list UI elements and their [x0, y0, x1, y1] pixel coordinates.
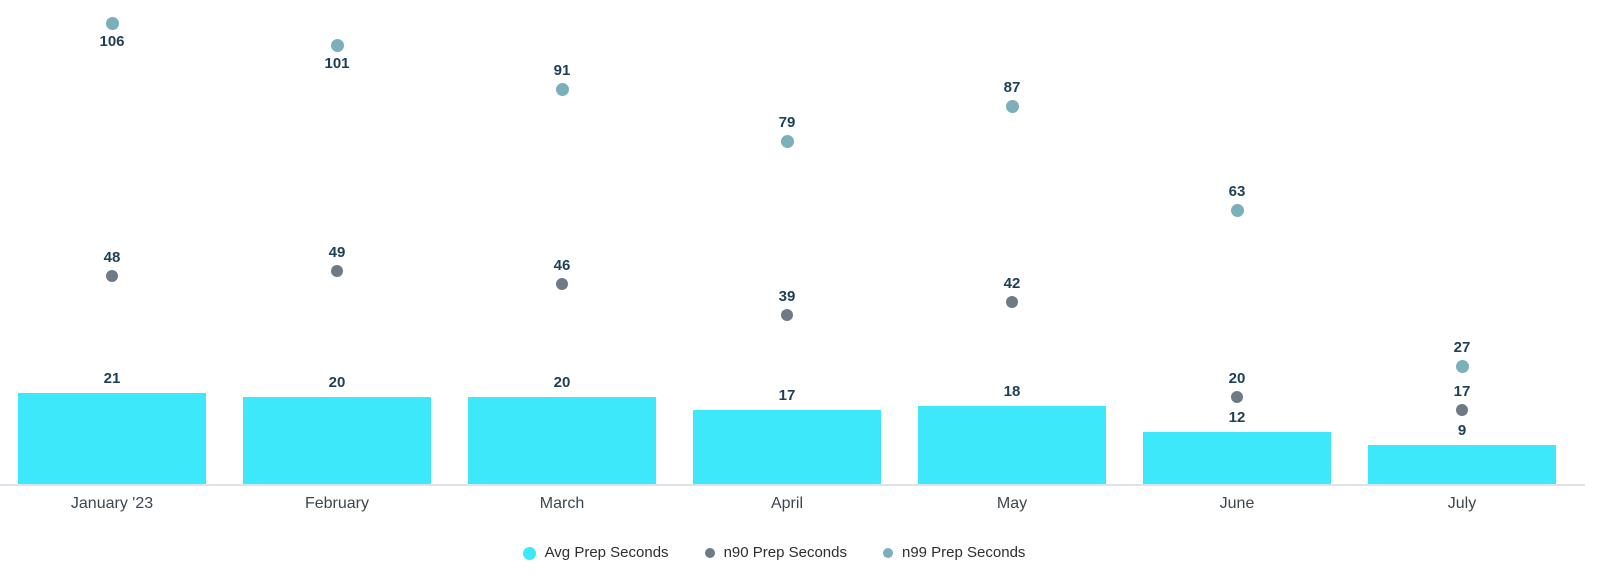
bar-value-label-march: 20: [553, 374, 571, 392]
n90-value-label-may: 42: [1003, 274, 1021, 292]
x-axis-label-march: March: [539, 495, 585, 512]
legend-label-n99-prep-seconds: n99 Prep Seconds: [901, 544, 1026, 561]
n90-dot-may[interactable]: [1006, 295, 1018, 308]
n90-dot-march[interactable]: [556, 278, 568, 291]
bar-value-label-february: 20: [328, 374, 346, 392]
n99-value-label-may: 87: [1003, 78, 1021, 96]
bar-march[interactable]: [468, 397, 656, 484]
legend-swatch-avg-prep-seconds-icon: [522, 546, 536, 560]
n90-value-label-june: 20: [1228, 370, 1246, 388]
chart-legend: Avg Prep Seconds n90 Prep Seconds n99 Prep…: [0, 542, 1600, 564]
bar-february[interactable]: [243, 397, 431, 484]
bar-value-label-january-23: 21: [103, 369, 121, 387]
n90-value-label-july: 17: [1453, 383, 1471, 401]
bar-june[interactable]: [1143, 431, 1331, 484]
n90-value-label-february: 49: [328, 244, 346, 262]
n99-value-label-february: 101: [324, 55, 350, 73]
n99-value-label-june: 63: [1228, 183, 1246, 201]
n99-value-label-january-23: 106: [99, 33, 125, 51]
n99-dot-june[interactable]: [1230, 204, 1244, 218]
n99-value-label-july: 27: [1453, 339, 1471, 357]
n99-dot-may[interactable]: [1005, 99, 1019, 113]
n99-dot-january-23[interactable]: [105, 17, 119, 31]
n90-value-label-april: 39: [778, 287, 796, 305]
legend-item-n90-prep-seconds[interactable]: n90 Prep Seconds: [704, 542, 847, 564]
n99-dot-march[interactable]: [555, 82, 569, 96]
n90-dot-april[interactable]: [781, 308, 793, 321]
legend-item-n99-prep-seconds[interactable]: n99 Prep Seconds: [882, 542, 1026, 564]
x-axis-label-february: February: [304, 495, 370, 512]
n90-dot-july[interactable]: [1456, 404, 1468, 417]
x-axis-label-april: April: [770, 495, 803, 512]
bar-value-label-april: 17: [778, 387, 796, 405]
n99-dot-february[interactable]: [330, 39, 344, 53]
n90-value-label-march: 46: [553, 257, 571, 275]
legend-swatch-n99-prep-seconds-icon: [882, 548, 893, 558]
bar-value-label-may: 18: [1003, 382, 1021, 400]
n99-value-label-april: 79: [778, 113, 796, 131]
bar-may[interactable]: [918, 405, 1106, 484]
x-axis-label-january-23: January '23: [70, 495, 154, 512]
legend-swatch-n90-prep-seconds-icon: [704, 548, 715, 558]
n99-dot-july[interactable]: [1455, 360, 1469, 374]
bar-value-label-july: 9: [1457, 421, 1467, 439]
bar-april[interactable]: [693, 410, 881, 484]
bar-january-23[interactable]: [18, 392, 206, 484]
n99-value-label-march: 91: [553, 61, 571, 79]
legend-item-avg-prep-seconds[interactable]: Avg Prep Seconds: [522, 542, 669, 564]
bar-value-label-june: 12: [1228, 408, 1246, 426]
x-axis-label-may: May: [996, 495, 1028, 512]
n90-dot-january-23[interactable]: [106, 269, 118, 282]
n90-dot-june[interactable]: [1231, 391, 1243, 404]
x-axis-label-june: June: [1219, 495, 1255, 512]
n99-dot-april[interactable]: [780, 134, 794, 148]
n90-dot-february[interactable]: [331, 265, 343, 278]
x-axis-label-july: July: [1447, 495, 1477, 512]
legend-label-n90-prep-seconds: n90 Prep Seconds: [723, 544, 847, 561]
legend-label-avg-prep-seconds: Avg Prep Seconds: [544, 544, 669, 561]
bar-july[interactable]: [1368, 444, 1556, 484]
x-axis-line: [0, 484, 1585, 486]
n90-value-label-january-23: 48: [103, 248, 121, 266]
